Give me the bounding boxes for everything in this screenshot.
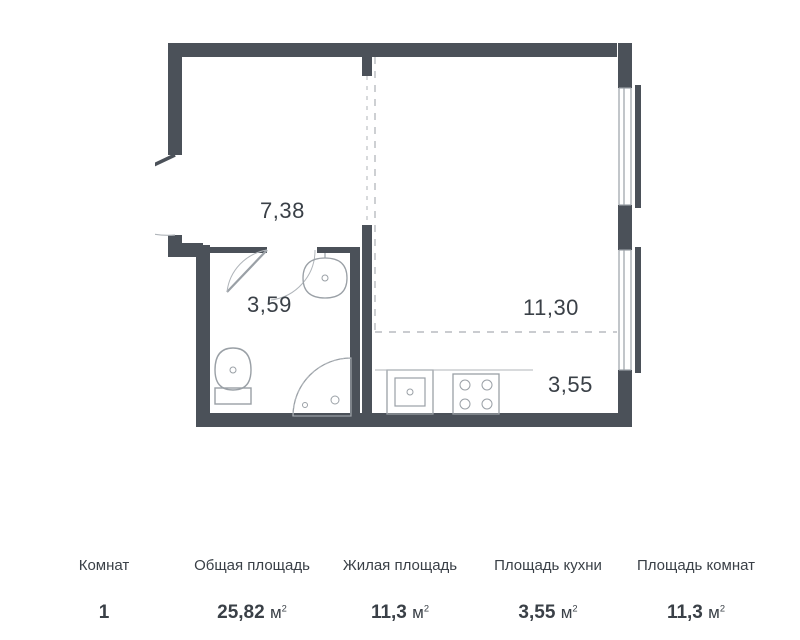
spec-площадь-комнат: Площадь комнат 11,3 м2 [622,557,770,624]
spec-value: 11,3 [371,602,407,623]
room-label-bath: 3,59 [247,292,292,318]
room-label-hall: 7,38 [260,198,305,224]
spec-value-row: 11,3 м2 [326,602,474,624]
spec-value-row: 1 [30,602,178,624]
spec-label: Комнат [30,557,178,574]
spec-комнат: Комнат 1 [30,557,178,624]
room-label-kitchen: 3,55 [548,372,593,398]
spec-label: Общая площадь [178,557,326,574]
spec-value-row: 3,55 м2 [474,602,622,624]
spec-value: 25,82 [217,602,265,623]
spec-жилая-площадь: Жилая площадь 11,3 м2 [326,557,474,624]
spec-label: Площадь комнат [622,557,770,574]
room-label-living: 11,30 [523,295,579,321]
spec-value: 11,3 [667,602,703,623]
spec-value-row: 25,82 м2 [178,602,326,624]
floor-plan: 7,38 3,59 11,30 3,55 [155,40,645,430]
spec-unit: м2 [561,603,578,622]
spec-unit: м2 [270,603,287,622]
spec-unit: м2 [412,603,429,622]
spec-value-row: 11,3 м2 [622,602,770,624]
spec-площадь-кухни: Площадь кухни 3,55 м2 [474,557,622,624]
spec-value: 1 [99,602,110,623]
specs-row: Комнат1Общая площадь25,82 м2Жилая площад… [0,557,800,624]
spec-unit: м2 [708,603,725,622]
spec-label: Жилая площадь [326,557,474,574]
spec-label: Площадь кухни [474,557,622,574]
spec-value: 3,55 [518,602,555,623]
spec-общая-площадь: Общая площадь 25,82 м2 [178,557,326,624]
